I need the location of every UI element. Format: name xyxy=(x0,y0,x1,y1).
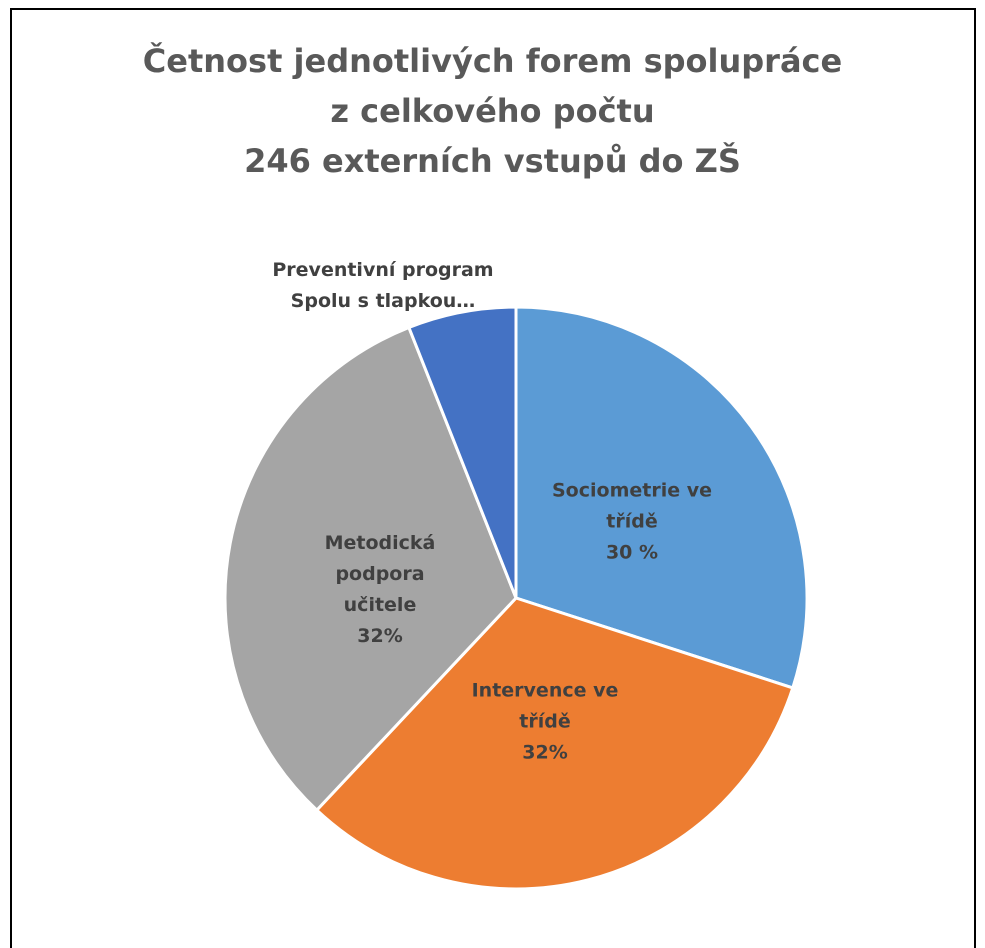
category-label: Intervence ve třídě xyxy=(471,679,619,733)
pie-slice xyxy=(407,305,518,600)
chart-frame xyxy=(10,8,976,948)
value-label: 30 % xyxy=(605,541,659,564)
pie-slice xyxy=(223,325,518,812)
pie-slice xyxy=(514,305,809,690)
category-label: Metodická podpora učitele xyxy=(324,532,436,616)
pie-slice xyxy=(315,596,795,891)
value-label: 32% xyxy=(522,741,568,764)
category-label: Sociometrie ve třídě xyxy=(552,479,712,533)
chart-title: Četnost jednotlivých forem spolupráce z … xyxy=(142,42,843,180)
category-label: Preventivní program Spolu s tlapkou… xyxy=(272,259,494,312)
slice-label: Metodická podpora učitele 32% xyxy=(310,528,450,652)
slice-label: Preventivní program Spolu s tlapkou… xyxy=(248,255,518,317)
value-label: 32% xyxy=(357,625,403,647)
slice-label: Sociometrie ve třídě 30 % xyxy=(537,476,727,569)
slice-label: Intervence ve třídě 32% xyxy=(445,676,645,769)
